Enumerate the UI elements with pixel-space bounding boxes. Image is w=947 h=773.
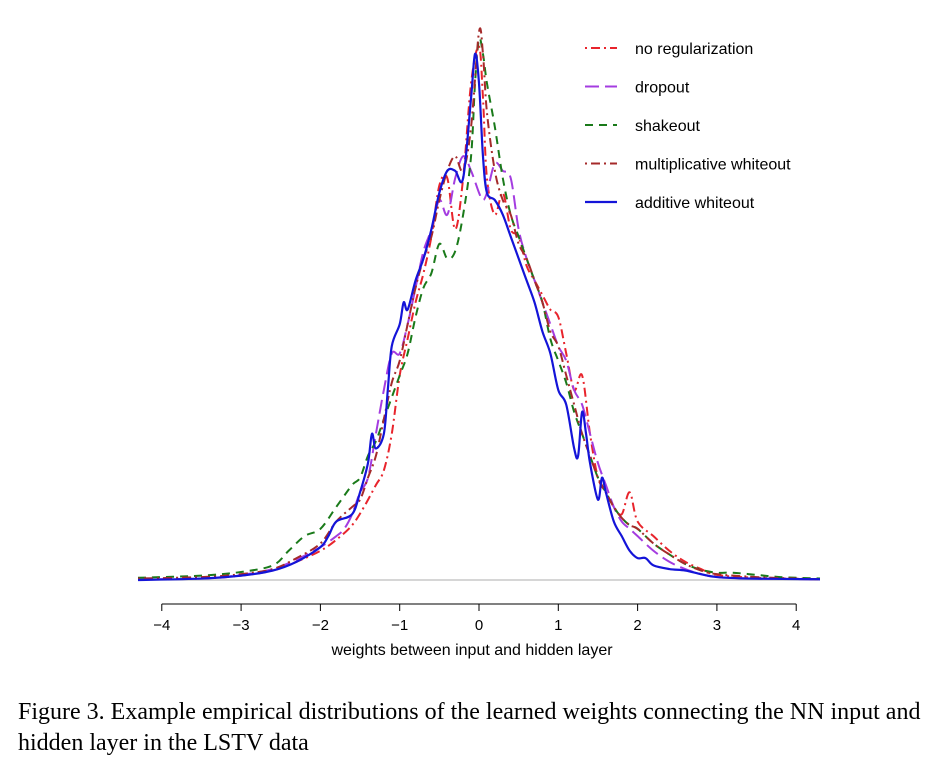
x-tick-label: 0 [475, 617, 483, 634]
legend-label-multiplicative-whiteout: multiplicative whiteout [635, 157, 791, 174]
series-line-dropout [137, 155, 821, 581]
density-plot: −4 −3 −2 −1 0 1 2 3 4 no regularization dropout sh… [137, 27, 821, 659]
legend-label-dropout: dropout [635, 80, 690, 97]
series-line-multiplicative-whiteout [137, 27, 821, 581]
legend-label-no-regularization: no regularization [635, 41, 753, 58]
series-line-shakeout [137, 37, 821, 580]
legend-label-additive-whiteout: additive whiteout [635, 195, 755, 212]
chart-area: −4 −3 −2 −1 0 1 2 3 4 no regularization dropout sh… [137, 27, 821, 659]
x-axis-label: weights between input and hidden layer [330, 642, 613, 659]
x-tick-label: −1 [391, 617, 408, 634]
x-tick-label: −4 [153, 617, 170, 634]
x-tick-label: −3 [233, 617, 250, 634]
figure-caption: Figure 3. Example empirical distribution… [18, 699, 921, 756]
x-tick-label: 3 [713, 617, 721, 634]
x-tick-label: −2 [312, 617, 329, 634]
legend-label-shakeout: shakeout [635, 118, 700, 135]
x-tick-label: 1 [554, 617, 562, 634]
series-line-no-regularization [137, 45, 821, 581]
x-tick-label: 4 [792, 617, 800, 634]
series-line-additive-whiteout [137, 52, 821, 582]
x-tick-label: 2 [633, 617, 641, 634]
